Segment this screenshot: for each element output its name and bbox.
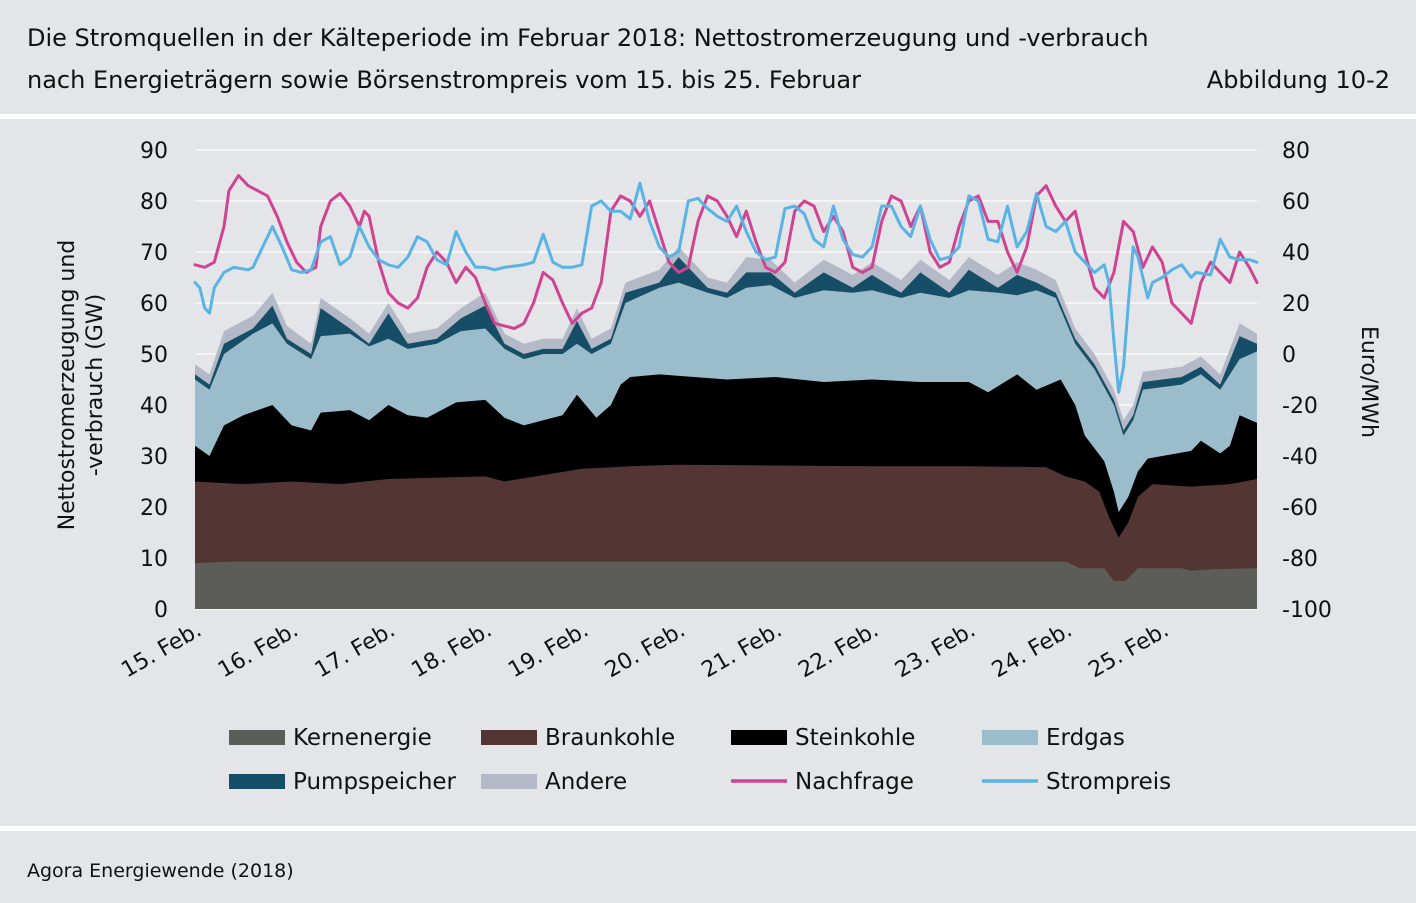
chart-header: Die Stromquellen in der Kälteperiode im … <box>0 0 1416 116</box>
chart-area: 90 80 70 60 50 40 30 20 10 0 80 60 40 20 0 -20 -40 -60 -80… <box>0 119 1416 826</box>
x-tick-label: 20. Feb. <box>601 618 690 684</box>
y-tick-right-label: 0 <box>1282 343 1296 368</box>
legend-label-kernenergie: Kernenergie <box>293 725 432 751</box>
x-tick-label: 15. Feb. <box>117 618 206 684</box>
y-tick-right-label: 80 <box>1282 139 1310 164</box>
figure-label: Abbildung 10-2 <box>1206 66 1390 94</box>
x-tick-label: 24. Feb. <box>988 618 1077 684</box>
y-tick-right-label: -80 <box>1282 547 1318 572</box>
legend-swatch-pumpspeicher <box>229 774 285 789</box>
legend-label-strompreis: Strompreis <box>1046 769 1171 795</box>
line-strompreis <box>193 181 1259 394</box>
y-tick-right-label: -100 <box>1282 598 1332 623</box>
y-axis-right-title: Euro/MWh <box>1356 326 1381 438</box>
x-tick-label: 25. Feb. <box>1085 618 1174 684</box>
x-tick-label: 19. Feb. <box>504 618 593 684</box>
x-tick-label: 18. Feb. <box>408 618 497 684</box>
x-tick-label: 22. Feb. <box>794 618 883 684</box>
legend-label-pumpspeicher: Pumpspeicher <box>293 769 457 795</box>
y-tick-right-label: -20 <box>1282 394 1318 419</box>
legend-swatch-braunkohle <box>481 730 537 745</box>
y-tick-right-label: 20 <box>1282 292 1310 317</box>
y-tick-left-label: 80 <box>140 190 168 215</box>
x-tick-label: 16. Feb. <box>214 618 303 684</box>
x-tick-label: 17. Feb. <box>311 618 400 684</box>
y-tick-right-label: -60 <box>1282 496 1318 521</box>
legend-swatch-kernenergie <box>229 730 285 745</box>
y-tick-left-label: 30 <box>140 445 168 470</box>
chart-title-line-2: nach Energieträgern sowie Börsenstrompre… <box>27 66 861 94</box>
line-nachfrage <box>193 174 1259 330</box>
x-tick-label: 21. Feb. <box>698 618 787 684</box>
y-tick-left-label: 20 <box>140 496 168 521</box>
y-axis-left-title-line: -verbrauch (GW) <box>83 294 108 476</box>
legend-label-braunkohle: Braunkohle <box>545 725 675 751</box>
y-tick-left-label: 60 <box>140 292 168 317</box>
legend-label-erdgas: Erdgas <box>1046 725 1125 751</box>
legend-swatch-steinkohle <box>731 730 787 745</box>
y-tick-left-label: 0 <box>154 598 168 623</box>
y-tick-left-label: 70 <box>140 241 168 266</box>
legend-label-nachfrage: Nachfrage <box>795 769 914 795</box>
y-tick-right-label: -40 <box>1282 445 1318 470</box>
footer-divider <box>0 826 1416 831</box>
x-tick-label: 23. Feb. <box>891 618 980 684</box>
chart-title-line-1: Die Stromquellen in der Kälteperiode im … <box>27 24 1149 52</box>
y-tick-left-label: 50 <box>140 343 168 368</box>
chart-svg: 9080706050403020100806040200-20-40-60-80… <box>55 139 1381 795</box>
header-divider <box>0 114 1416 119</box>
y-axis-left-title-line: Nettostromerzeugung und <box>55 240 80 531</box>
y-tick-left-label: 90 <box>140 139 168 164</box>
y-axis-left-title: Nettostromerzeugung und -verbrauch (GW) <box>55 240 108 531</box>
legend-swatch-erdgas <box>982 730 1038 745</box>
y-tick-left-label: 10 <box>140 547 168 572</box>
y-tick-right-label: 40 <box>1282 241 1310 266</box>
legend-label-steinkohle: Steinkohle <box>795 725 915 751</box>
y-tick-left-label: 40 <box>140 394 168 419</box>
legend-label-andere: Andere <box>545 769 627 795</box>
area-kernenergie <box>195 561 1257 609</box>
legend-swatch-andere <box>481 774 537 789</box>
y-tick-right-label: 60 <box>1282 190 1310 215</box>
source-note: Agora Energiewende (2018) <box>27 860 294 882</box>
